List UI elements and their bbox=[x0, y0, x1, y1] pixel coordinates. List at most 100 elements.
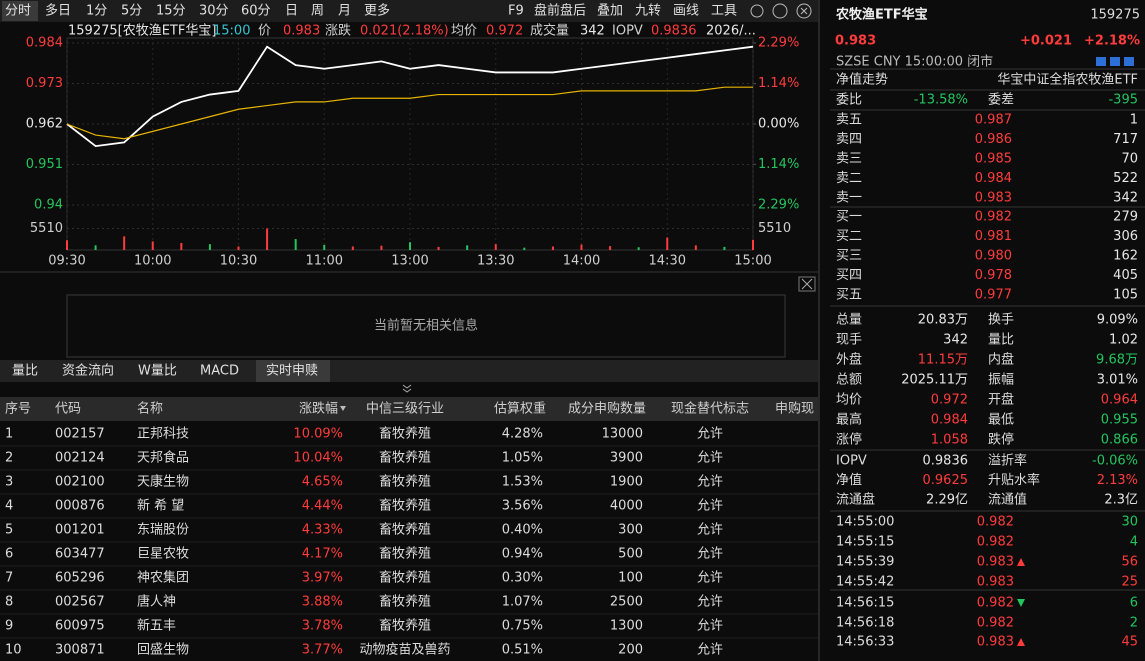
trade-time: 14:55:39 bbox=[836, 555, 894, 570]
table-cell: 畜牧养殖 bbox=[379, 474, 431, 490]
table-cell: 畜牧养殖 bbox=[379, 546, 431, 562]
table-cell: 4.28% bbox=[502, 427, 543, 442]
sub-tab[interactable]: 量比 bbox=[12, 364, 38, 379]
x-tick-label: 14:30 bbox=[649, 254, 686, 269]
toolbar-tab[interactable]: 5分 bbox=[121, 4, 142, 19]
toolbar-icons[interactable] bbox=[750, 3, 812, 19]
table-cell: 畜牧养殖 bbox=[379, 594, 431, 610]
column-header[interactable]: 涨跌幅 bbox=[299, 401, 338, 417]
book-price: 0.981 bbox=[975, 229, 1012, 244]
stat-label: 最高 bbox=[836, 412, 862, 428]
toolbar-tool[interactable]: 叠加 bbox=[597, 4, 623, 19]
toolbar-tab[interactable]: 分时 bbox=[5, 4, 31, 19]
x-tick-label: 15:00 bbox=[734, 254, 771, 269]
stat-value: -395 bbox=[1108, 93, 1138, 108]
stat-value: 0.972 bbox=[931, 393, 968, 408]
sub-tab[interactable]: MACD bbox=[200, 364, 239, 379]
column-header[interactable]: 申购现 bbox=[775, 401, 814, 417]
book-price: 0.986 bbox=[975, 132, 1012, 147]
toolbar-tab[interactable]: 15分 bbox=[156, 4, 186, 19]
volume-bar bbox=[351, 246, 354, 250]
book-label: 卖三 bbox=[836, 152, 862, 167]
table-cell: 巨星农牧 bbox=[137, 547, 189, 562]
book-volume: 1 bbox=[1130, 113, 1138, 128]
toolbar-tool[interactable]: F9 bbox=[508, 4, 524, 19]
nav-link[interactable]: 净值走势 bbox=[836, 72, 888, 88]
table-cell: 002124 bbox=[55, 451, 105, 466]
y-tick-label: 0.984 bbox=[26, 36, 63, 51]
volume-bar bbox=[409, 242, 411, 250]
book-volume: 279 bbox=[1113, 210, 1138, 225]
book-volume: 162 bbox=[1113, 249, 1138, 264]
book-volume: 717 bbox=[1113, 132, 1138, 147]
volume-bar bbox=[609, 246, 612, 250]
empty-message: 当前暂无相关信息 bbox=[374, 318, 478, 334]
table-cell: 1.07% bbox=[502, 595, 543, 610]
header-item: 价 bbox=[258, 24, 271, 39]
sub-tab[interactable]: 资金流向 bbox=[62, 363, 114, 379]
toolbar-tab[interactable]: 多日 bbox=[45, 3, 71, 19]
book-price: 0.984 bbox=[975, 171, 1012, 186]
toolbar-tab[interactable]: 日 bbox=[285, 4, 298, 19]
table-cell: 唐人神 bbox=[137, 594, 176, 610]
trade-volume: 25 bbox=[1121, 575, 1138, 590]
toolbar-tab[interactable]: 30分 bbox=[199, 4, 229, 19]
column-header[interactable]: 成分申购数量 bbox=[568, 401, 646, 417]
info-box bbox=[66, 294, 786, 358]
market-status: SZSE CNY 15:00:00 闭市 bbox=[836, 54, 993, 70]
book-price: 0.978 bbox=[975, 268, 1012, 283]
table-cell: 9 bbox=[5, 619, 13, 634]
toolbar-tool[interactable]: 盘前盘后 bbox=[534, 3, 586, 19]
volume-tick-label: 5510 bbox=[758, 221, 791, 236]
column-header[interactable]: 代码 bbox=[55, 402, 81, 417]
volume-bar bbox=[151, 241, 154, 250]
table-cell: 300 bbox=[618, 523, 643, 538]
toolbar-tab[interactable]: 月 bbox=[338, 4, 351, 19]
table-cell: 新 希 望 bbox=[137, 498, 184, 514]
table-cell: 0.94% bbox=[502, 547, 543, 562]
volume-bar bbox=[294, 239, 297, 250]
fund-name: 华宝中证全指农牧渔ETF bbox=[997, 72, 1138, 88]
column-header[interactable]: 估算权重 bbox=[494, 401, 546, 417]
table-cell: 002157 bbox=[55, 427, 105, 442]
toolbar-tab[interactable]: 1分 bbox=[86, 4, 107, 19]
column-header[interactable]: 序号 bbox=[5, 402, 31, 417]
y2-tick-label: 0.00% bbox=[758, 117, 799, 132]
stat-label: 委比 bbox=[836, 93, 862, 108]
toolbar-tab[interactable]: 更多 bbox=[364, 3, 390, 19]
column-header[interactable]: 现金替代标志 bbox=[671, 401, 749, 417]
table-cell: 1300 bbox=[610, 619, 643, 634]
stat-label: 升贴水率 bbox=[988, 472, 1040, 488]
book-price: 0.983 bbox=[975, 191, 1012, 206]
sub-tab[interactable]: W量比 bbox=[138, 364, 177, 379]
trade-volume: 6 bbox=[1130, 596, 1138, 611]
up-arrow bbox=[1017, 638, 1025, 646]
table-cell: 0.75% bbox=[502, 619, 543, 634]
table-cell: 7 bbox=[5, 571, 13, 586]
stat-value: 0.866 bbox=[1101, 433, 1138, 448]
close-button[interactable] bbox=[798, 276, 816, 292]
sub-tab[interactable]: 实时申赎 bbox=[266, 364, 318, 379]
active-tab-bg bbox=[2, 1, 38, 21]
toolbar-tool[interactable]: 工具 bbox=[711, 4, 737, 19]
toolbar-tab[interactable]: 周 bbox=[311, 4, 324, 19]
table-cell: 002100 bbox=[55, 475, 105, 490]
header-item: 涨跌 bbox=[325, 23, 351, 39]
column-header[interactable]: 名称 bbox=[137, 401, 163, 417]
header-item: 342 bbox=[580, 24, 605, 39]
header-item: 0.972 bbox=[486, 24, 523, 39]
table-cell: 允许 bbox=[697, 498, 723, 514]
table-cell: 天邦食品 bbox=[137, 450, 189, 466]
toolbar-tool[interactable]: 九转 bbox=[635, 4, 661, 19]
column-header[interactable]: 中信三级行业 bbox=[366, 402, 444, 417]
toolbar-tool[interactable]: 画线 bbox=[673, 4, 699, 19]
trade-price: 0.982 bbox=[977, 515, 1014, 530]
expand-icon[interactable] bbox=[402, 384, 412, 393]
toolbar-tab[interactable]: 60分 bbox=[241, 4, 271, 19]
book-label: 卖五 bbox=[836, 113, 862, 128]
volume-bar bbox=[466, 245, 469, 250]
panel-icons[interactable] bbox=[1096, 57, 1134, 66]
table-cell: 0.40% bbox=[502, 523, 543, 538]
stat-value: 9.09% bbox=[1097, 313, 1138, 328]
